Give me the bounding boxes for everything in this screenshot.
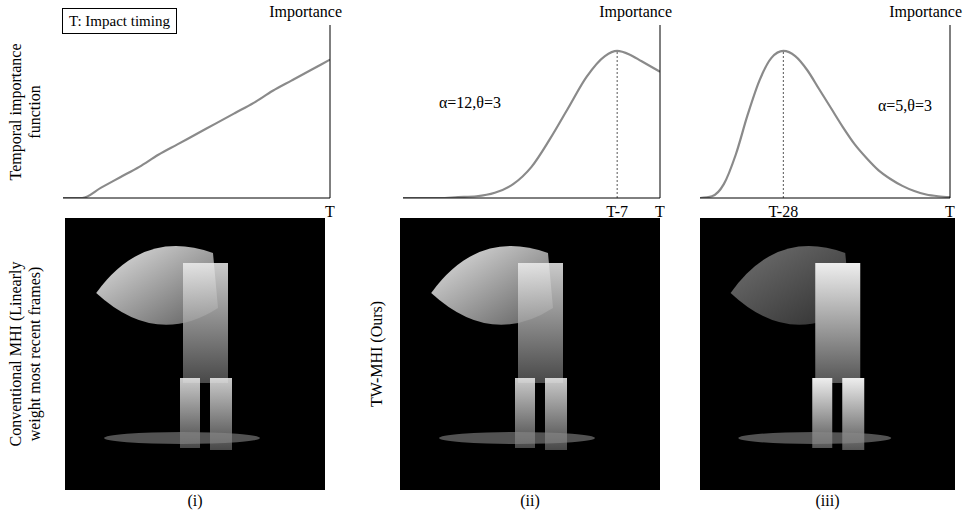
svg-text:T: T: [325, 203, 335, 220]
svg-text:T-7: T-7: [606, 203, 628, 220]
svg-text:T: T: [655, 203, 665, 220]
html-text:T: Impact timing: T: Impact timing: [69, 13, 170, 29]
svg-text:(iii): (iii): [816, 492, 840, 510]
svg-text:Conventional MHI (Linearlyweig: Conventional MHI (Linearlyweight most re…: [7, 262, 44, 447]
html-text:α=5,θ=3: α=5,θ=3: [878, 97, 932, 114]
svg-text:Temporal importancefunction: Temporal importancefunction: [7, 43, 43, 180]
html-text:α=12,θ=3: α=12,θ=3: [439, 94, 501, 111]
svg-text:(i): (i): [187, 492, 202, 510]
svg-text:T: T: [945, 203, 955, 220]
html-text:Importance: Importance: [889, 3, 962, 20]
html-text:Importance: Importance: [599, 3, 672, 20]
svg-text:T-28: T-28: [769, 203, 799, 220]
svg-text:TW-MHI (Ours): TW-MHI (Ours): [368, 301, 386, 407]
html-text:Importance: Importance: [269, 3, 342, 20]
svg-text:(ii): (ii): [520, 492, 540, 510]
